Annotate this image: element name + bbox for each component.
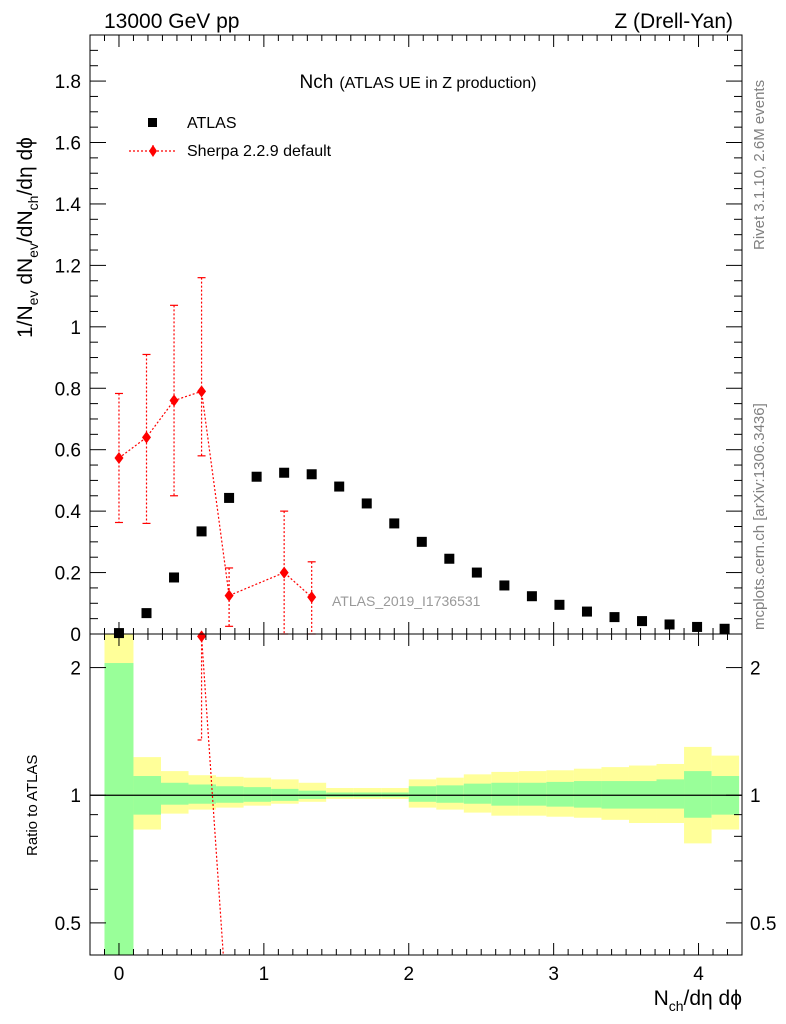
ratio-y-tick-label-right: 1 [750,786,761,807]
atlas-data-point [444,553,455,564]
ylabel-part: 1/N [14,305,37,338]
ratio-sherpa-line [200,636,224,956]
ratio-green-band [684,771,712,818]
sherpa-data-point [279,566,289,579]
atlas-data-point [692,621,703,632]
y-tick-label: 1.4 [55,195,82,216]
atlas-data-point [416,536,427,547]
x-tick-label: 4 [693,964,704,985]
xlabel-part: N [654,987,669,1010]
legend-sherpa-marker [149,145,157,157]
atlas-data-point [471,567,482,578]
ratio-y-tick-label: 2 [70,659,81,680]
ratio-green-band [104,663,134,955]
y-tick-label: 0 [70,625,81,646]
ratio-frame [89,633,743,956]
atlas-data-point [609,612,620,623]
atlas-data-point [306,469,317,480]
ylabel-sub: ev [25,291,41,306]
header-right: Z (Drell-Yan) [614,10,733,33]
xlabel-sub: ch [669,998,684,1014]
ratio-bands [90,634,742,955]
plot-title: Nch (ATLAS UE in Z production) [300,72,537,93]
x-axis-title: Nch/dη dϕ [654,987,742,1014]
axes: 0 1 2 3 4 0 0.2 0.4 0.6 0.8 1 1.2 1.4 1.6 1.8 0.5 0.5 1 1 2… [55,34,776,985]
y-tick-label: 1.6 [55,134,81,155]
ratio-green-band [573,781,602,808]
atlas-data-point [141,608,152,619]
ylabel-sub: ch [25,196,41,211]
atlas-data-point [389,518,400,529]
sherpa-data-point [142,431,152,444]
atlas-data-point [251,471,262,482]
ratio-y-tick-label-right: 0.5 [750,914,776,935]
sherpa-data-point [197,385,207,398]
ratio-green-band [243,787,272,802]
y-tick-label: 0.2 [55,564,81,585]
mcplots-label: mcplots.cern.ch [arXiv:1306.3436] [751,403,768,630]
atlas-data-point [554,599,565,610]
rivet-label: Rivet 3.1.10, 2.6M events [751,80,768,250]
y-tick-label: 0.4 [55,502,82,523]
ratio-y-tick-label: 1 [70,786,81,807]
atlas-data-point [169,572,180,583]
ratio-green-band [188,784,217,804]
atlas-data-point [719,623,730,634]
ratio-green-band [463,783,492,804]
atlas-data-point [637,616,648,627]
ratio-green-band [491,782,519,806]
ratio-y-tick-label: 0.5 [55,914,81,935]
atlas-data-point [581,606,592,617]
ratio-green-band [518,782,547,806]
ylabel-part: /dN [14,210,37,243]
x-tick-label: 1 [259,964,270,985]
atlas-data-point [279,467,290,478]
x-tick-label: 3 [548,964,559,985]
legend-sherpa-label: Sherpa 2.2.9 default [187,143,332,160]
main-data [113,277,730,639]
analysis-tag: ATLAS_2019_I1736531 [332,593,481,609]
y-tick-label: 0.8 [55,379,81,400]
xlabel-part: /dη dϕ [684,987,742,1010]
atlas-data-point [334,481,345,492]
y-tick-label: 0.6 [55,441,81,462]
sherpa-data-point [169,394,179,407]
atlas-data-point [196,526,207,537]
legend-atlas-label: ATLAS [187,115,237,132]
ratio-green-band [656,779,685,809]
plot-title-main: Nch [300,72,334,93]
ratio-green-band [408,786,437,802]
ylabel-part: /dη dϕ [14,137,37,195]
atlas-data-point [499,580,510,591]
atlas-data-point [224,492,235,503]
atlas-data-point [664,619,675,630]
atlas-data-point [361,498,372,509]
ratio-green-band [436,785,464,803]
ratio-data [197,630,224,956]
ratio-sherpa-data-point [197,630,207,643]
ylabel-sub: ev [25,243,41,258]
ratio-green-band [546,781,574,807]
x-tick-label: 0 [114,964,125,985]
y-tick-label: 1.2 [55,256,81,277]
sherpa-data-point [224,589,234,602]
sherpa-line [118,390,313,598]
ratio-y-axis-title: Ratio to ATLAS [24,755,41,856]
y-axis-title: 1/Nev dNev/dNch/dη dϕ [14,137,41,338]
x-tick-label: 2 [403,964,414,985]
legend: ATLAS Sherpa 2.2.9 default [129,115,332,160]
sherpa-data-point [307,591,317,604]
plot-title-sub: (ATLAS UE in Z production) [339,75,536,92]
ratio-green-band [216,786,244,803]
header-left: 13000 GeV pp [104,10,239,33]
legend-atlas-marker [148,118,157,127]
ylabel-part: dN [14,258,37,291]
y-tick-label: 1.8 [55,72,81,93]
atlas-data-point [526,591,537,602]
sherpa-data-point [114,451,124,464]
ratio-green-band [160,782,189,805]
y-tick-label: 1 [70,318,81,339]
ratio-y-tick-label-right: 2 [750,659,761,680]
